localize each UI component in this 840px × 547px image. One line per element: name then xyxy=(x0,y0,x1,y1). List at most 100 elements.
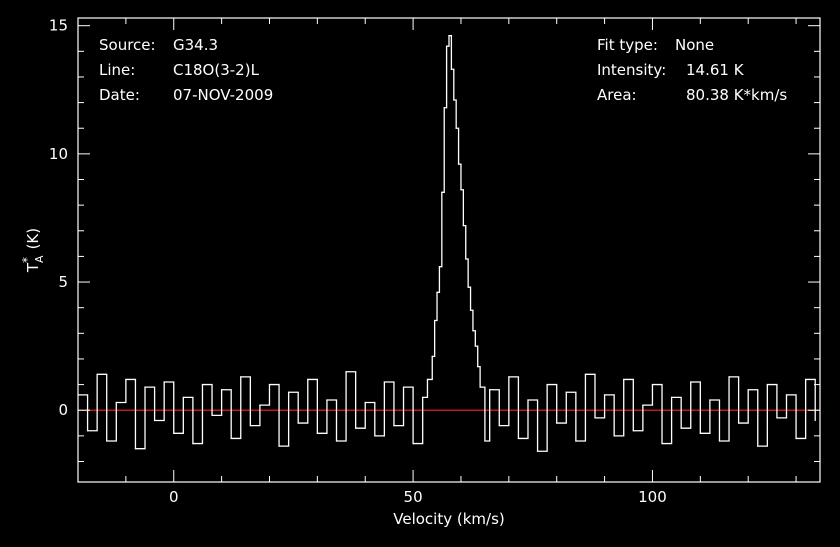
spectrum-point xyxy=(278,445,280,447)
spectrum-point xyxy=(508,376,510,378)
spectrum-point xyxy=(453,99,455,101)
spectrum-point xyxy=(462,225,464,227)
spectrum-point xyxy=(443,107,445,109)
spectrum-point xyxy=(134,448,137,450)
spectrum-point xyxy=(448,35,450,37)
spectrum-point xyxy=(268,383,271,386)
spectrum-point xyxy=(467,286,469,288)
area-value: 80.38 K*km/s xyxy=(686,86,788,104)
spectrum-point xyxy=(477,366,479,368)
spectrum-point xyxy=(383,381,385,383)
spectrum-point xyxy=(412,442,414,445)
spectrum-point xyxy=(785,394,788,396)
spectrum-point xyxy=(651,383,654,386)
y-tick-label: 15 xyxy=(49,17,68,35)
spectrum-point xyxy=(192,442,194,445)
spectrum-point xyxy=(457,163,460,165)
spectrum-point xyxy=(106,440,108,442)
y-tick-label: 5 xyxy=(58,273,68,291)
spectrum-point xyxy=(489,389,491,391)
spectrum-point xyxy=(364,401,366,404)
spectrum-point xyxy=(434,319,436,322)
spectrum-point xyxy=(455,127,457,129)
spectrum-point xyxy=(747,389,749,391)
spectrum-point xyxy=(546,383,548,386)
spectrum-point xyxy=(173,432,175,434)
spectrum-point xyxy=(709,399,711,401)
line-label: Line: xyxy=(99,61,136,79)
spectrum-point xyxy=(115,401,117,404)
spectrum-point xyxy=(766,383,768,386)
spectrum-point xyxy=(297,422,299,424)
spectrum-point xyxy=(536,450,539,452)
spectrum-point xyxy=(288,391,290,393)
y-tick-label: 10 xyxy=(49,145,68,163)
spectrum-point xyxy=(402,386,405,388)
x-tick-label: 100 xyxy=(638,488,667,506)
spectrum-point xyxy=(316,432,318,434)
y-tick-label: 0 xyxy=(58,401,68,419)
date-value: 07-NOV-2009 xyxy=(173,86,274,104)
spectrum-point xyxy=(699,432,701,434)
x-axis-label: Velocity (km/s) xyxy=(393,510,504,528)
spectrum-point xyxy=(259,404,261,406)
y-axis-label-sup: * xyxy=(20,257,34,263)
spectrum-point xyxy=(469,309,472,311)
plot-frame xyxy=(77,17,821,483)
spectrum-point xyxy=(584,373,587,375)
spectrum-point xyxy=(738,422,740,424)
spectrum-point xyxy=(603,394,606,396)
spectrum-point xyxy=(96,373,98,375)
spectrum-point xyxy=(335,440,338,442)
spectrum-point xyxy=(163,381,165,383)
x-tick-label: 50 xyxy=(404,488,423,506)
spectrum-point xyxy=(307,378,309,381)
spectrum-point xyxy=(472,330,474,332)
spectrum-point xyxy=(498,425,500,427)
spectrum-point xyxy=(230,437,232,440)
fit-type-label: Fit type: xyxy=(597,36,658,54)
source-value: G34.3 xyxy=(173,36,219,54)
spectrum-point xyxy=(556,422,558,424)
spectrum-point xyxy=(426,378,429,381)
spectrum-point xyxy=(795,437,797,440)
intensity-value: 14.61 K xyxy=(686,61,744,79)
spectrum-point xyxy=(776,417,778,419)
y-axis-label-main: T xyxy=(24,262,42,273)
spectrum-point xyxy=(438,266,441,268)
spectrum-point xyxy=(182,396,184,399)
spectrum-point xyxy=(517,437,520,440)
spectrum-point xyxy=(484,440,486,442)
spectrum-point xyxy=(153,419,156,422)
spectrum-point xyxy=(642,404,644,406)
date-label: Date: xyxy=(99,86,140,104)
spectrum-point xyxy=(355,427,357,429)
spectrum-point xyxy=(718,440,721,442)
spectrum-point xyxy=(805,378,807,381)
spectrum-point xyxy=(326,399,328,401)
spectrum-point xyxy=(144,386,146,388)
spectrum-point xyxy=(450,68,452,70)
spectrum-point xyxy=(211,414,213,416)
spectrum-point xyxy=(661,442,663,445)
spectrum-point xyxy=(680,427,682,429)
fit-type-value: None xyxy=(675,36,715,54)
source-label: Source: xyxy=(99,36,156,54)
y-axis-label: T*A (K) xyxy=(20,228,46,273)
spectrum-point xyxy=(623,378,625,381)
spectrum-point xyxy=(575,440,577,442)
x-tick-label: 0 xyxy=(169,488,179,506)
spectrum-point xyxy=(671,396,673,399)
spectrum-point xyxy=(594,417,596,419)
line-value: C18O(3-2)L xyxy=(173,61,259,79)
spectrum-point xyxy=(632,430,634,432)
spectrum-point xyxy=(814,419,816,422)
intensity-label: Intensity: xyxy=(597,61,667,79)
spectrum-point xyxy=(479,386,481,388)
spectrum-point xyxy=(201,383,204,386)
spectrum-point xyxy=(249,425,251,427)
spectrum-point xyxy=(125,378,127,381)
y-axis-label-unit: (K) xyxy=(24,228,42,250)
spectrum-point xyxy=(374,435,376,437)
